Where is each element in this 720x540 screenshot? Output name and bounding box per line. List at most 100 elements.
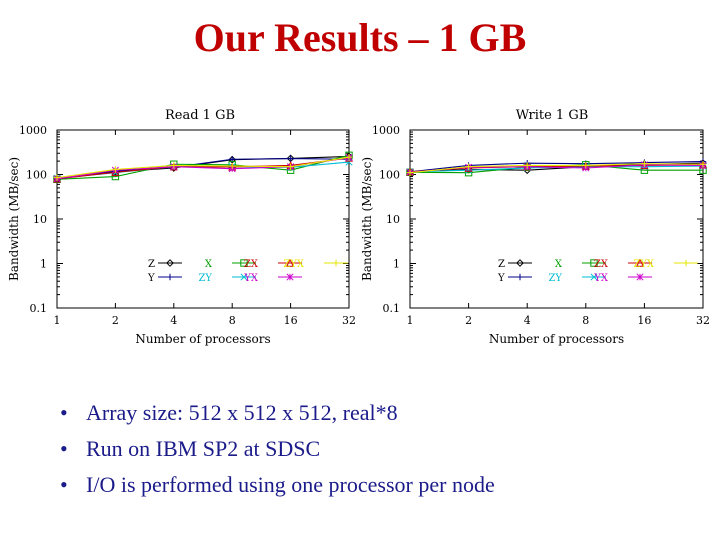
legend-marker-zy: [590, 273, 598, 281]
data-point-zyx: [345, 153, 353, 161]
y-tick-label: 10: [33, 213, 47, 226]
data-point-zyx: [465, 163, 472, 170]
legend-marker-zyx-shape: [682, 259, 690, 267]
legend-marker-zyx: [682, 259, 690, 267]
data-point-zyx: [524, 162, 531, 169]
legend-marker-zx: [635, 258, 645, 267]
data-point-zyx: [229, 162, 236, 170]
data-point-zyx-shape: [53, 174, 61, 181]
data-point-zyx-shape: [465, 163, 472, 170]
legend-marker-x: [240, 259, 248, 267]
y-tick-label: 1: [40, 258, 47, 271]
y-axis-label: Bandwidth (MB/sec): [7, 157, 21, 281]
y-tick-label: 1: [393, 258, 400, 271]
data-point-zyx: [582, 162, 589, 169]
y-tick-label: 100: [379, 169, 400, 182]
data-point-zyx-shape: [112, 166, 119, 173]
bullet-dot-icon: •: [60, 400, 68, 425]
legend-marker-x: [590, 259, 598, 267]
x-tick-label: 16: [284, 314, 298, 327]
x-axis-label: Number of processors: [489, 332, 624, 346]
y-tick-label: 1000: [372, 124, 400, 137]
data-point-zyx: [699, 161, 707, 168]
legend-marker-z-shape: [166, 259, 174, 267]
bullet-text: I/O is performed using one processor per…: [86, 472, 495, 497]
legend-marker-yx-shape: [636, 273, 644, 281]
data-point-zyx-shape: [229, 162, 236, 170]
data-point-zyx-shape: [524, 162, 531, 169]
legend-marker-x-shape: [590, 259, 598, 267]
y-tick-label: 10: [386, 213, 400, 226]
data-point-zyx: [641, 160, 648, 167]
bullet-item: • Array size: 512 x 512 x 512, real*8: [60, 395, 495, 431]
y-tick-label: 0.1: [30, 302, 48, 315]
legend-marker-x-shape: [240, 259, 248, 267]
legend-marker-y: [516, 273, 524, 281]
chart-title: Read 1 GB: [165, 108, 235, 123]
x-tick-label: 1: [54, 314, 61, 327]
data-point-zyx: [287, 163, 294, 170]
x-tick-label: 8: [582, 314, 589, 327]
data-point-zyx: [53, 174, 61, 181]
y-tick-label: 1000: [19, 124, 47, 137]
legend-marker-zx-shape: [635, 258, 645, 267]
y-tick-label: 0.1: [383, 302, 401, 315]
series-line-zyx: [56, 156, 350, 179]
x-tick-label: 2: [465, 314, 472, 327]
data-point-zyx-shape: [641, 160, 648, 167]
legend-label: Z: [148, 259, 155, 270]
legend-marker-z-shape: [516, 259, 524, 267]
data-point-zyx: [112, 166, 119, 173]
legend-marker-y-shape: [516, 273, 524, 281]
legend-label: ZYX: [283, 259, 305, 270]
series-line-zx: [56, 157, 350, 180]
series-line-y: [56, 158, 350, 180]
bullet-text: Run on IBM SP2 at SDSC: [86, 436, 321, 461]
legend-marker-zyx: [332, 259, 340, 267]
bullet-item: • Run on IBM SP2 at SDSC: [60, 431, 495, 467]
legend-marker-yx: [286, 273, 294, 281]
series-line-x: [56, 154, 350, 180]
legend-label: X: [205, 259, 213, 270]
data-point-y: [287, 155, 294, 162]
legend-marker-z: [516, 259, 524, 267]
legend-label: ZY: [548, 273, 562, 284]
y-axis-label: Bandwidth (MB/sec): [360, 157, 374, 281]
legend-marker-y-shape: [166, 273, 174, 281]
data-point-zyx-shape: [345, 153, 353, 161]
legend-marker-yx-shape: [286, 273, 294, 281]
legend-marker-zy-shape: [590, 273, 598, 281]
legend-marker-zy-shape: [240, 273, 248, 281]
series-line-zyx: [409, 163, 704, 174]
legend-marker-z: [166, 259, 174, 267]
legend-label: YX: [593, 273, 609, 284]
data-point-zyx-shape: [406, 169, 414, 176]
bullet-item: • I/O is performed using one processor pe…: [60, 467, 495, 503]
legend-marker-zyx-shape: [332, 259, 340, 267]
series-line-y: [409, 161, 704, 173]
y-tick-label: 100: [26, 169, 47, 182]
legend-label: Y: [497, 273, 505, 284]
data-point-zyx-shape: [582, 162, 589, 169]
legend-label: Y: [147, 273, 155, 284]
legend-label: ZX: [244, 259, 259, 270]
chart-title: Write 1 GB: [516, 108, 589, 123]
legend-marker-y: [166, 273, 174, 281]
legend-label: YX: [243, 273, 259, 284]
legend-marker-zx: [285, 258, 295, 267]
data-point-zyx: [406, 169, 414, 176]
legend-label: ZYX: [633, 259, 655, 270]
x-tick-label: 8: [229, 314, 236, 327]
slide-title: Our Results – 1 GB: [193, 15, 527, 60]
data-point-zyx-shape: [699, 161, 707, 168]
legend-label: Z: [498, 259, 505, 270]
x-tick-label: 4: [170, 314, 177, 327]
data-point-zyx: [170, 162, 177, 169]
data-point-zyx-shape: [287, 163, 294, 170]
x-tick-label: 4: [524, 314, 531, 327]
x-tick-label: 2: [112, 314, 119, 327]
x-tick-label: 16: [637, 314, 651, 327]
x-tick-label: 32: [342, 314, 356, 327]
bullet-list: • Array size: 512 x 512 x 512, real*8 • Ru…: [60, 395, 495, 503]
